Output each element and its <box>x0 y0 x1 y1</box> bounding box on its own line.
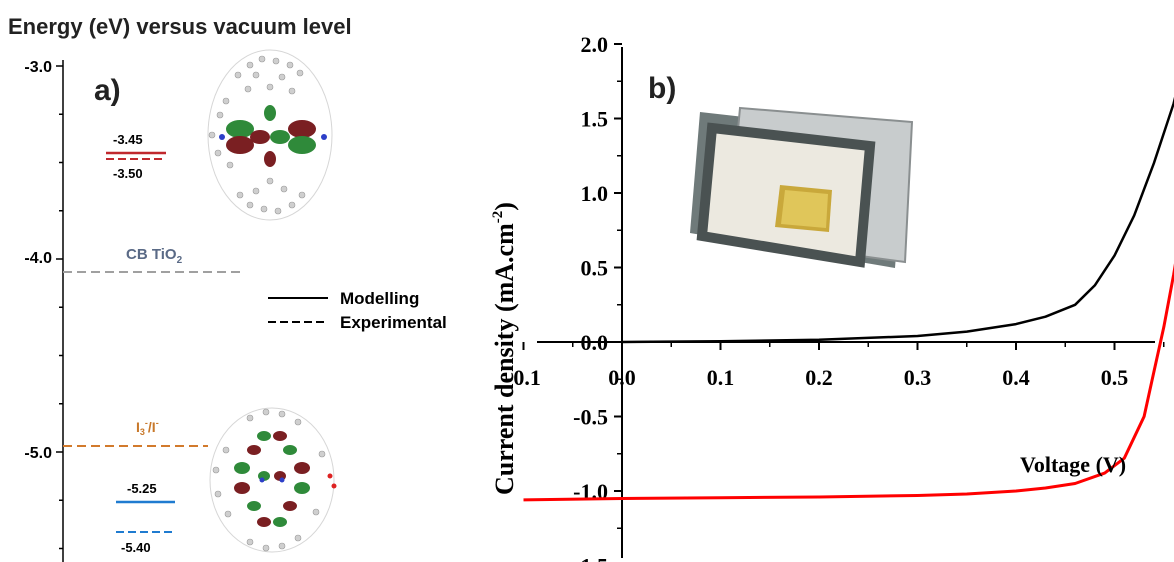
voltage-tick-label: 0.0 <box>608 365 636 390</box>
current-axis-ticks <box>614 43 622 529</box>
x-axis-title: Voltage (V) <box>1020 452 1126 477</box>
voltage-tick-label: 0.1 <box>707 365 735 390</box>
current-tick-label: 1.5 <box>581 107 609 132</box>
current-tick-labels: -1.5-1.0-0.50.00.51.01.52.0 <box>573 32 608 562</box>
current-tick-label: 1.0 <box>581 181 609 206</box>
energy-tick-label: -3.0 <box>24 59 52 76</box>
legend-experimental-label: Experimental <box>340 313 447 332</box>
current-tick-label: -0.5 <box>573 405 608 430</box>
homo-modelling-label: -5.25 <box>127 481 157 496</box>
lumo-orbital-illustration <box>207 49 333 221</box>
voltage-tick-labels: -0.10.00.10.20.30.40.50.6 <box>506 365 1129 390</box>
energy-axis-ticks <box>56 65 63 550</box>
y-axis-title: Current density (mA.cm-2) <box>490 202 519 495</box>
lumo-experimental-label: -3.50 <box>113 166 143 181</box>
current-tick-label: -1.5 <box>573 554 608 562</box>
redox-couple-label: I3-/I- <box>136 418 159 437</box>
panel-a: Energy (eV) versus vacuum level -3.0 -4.… <box>8 14 447 562</box>
light-jv-curve <box>523 263 1174 502</box>
energy-tick-label: -5.0 <box>24 445 52 462</box>
voltage-tick-label: 0.2 <box>805 365 833 390</box>
dark-jv-curve <box>621 96 1174 344</box>
panel-a-title: Energy (eV) versus vacuum level <box>8 14 352 39</box>
energy-axis-tick-labels: -3.0 -4.0 -5.0 <box>24 59 52 462</box>
device-photo <box>690 106 914 268</box>
jv-curves <box>523 96 1174 502</box>
current-tick-label: 0.5 <box>581 256 609 281</box>
homo-orbital-illustration <box>209 407 337 553</box>
homo-experimental-label: -5.40 <box>121 540 151 555</box>
voltage-tick-label: -0.1 <box>506 365 541 390</box>
lumo-modelling-label: -3.45 <box>113 132 143 147</box>
voltage-tick-label: 0.4 <box>1002 365 1030 390</box>
voltage-axis-ticks <box>522 342 1165 350</box>
legend-modelling-label: Modelling <box>340 289 419 308</box>
current-tick-label: 0.0 <box>581 330 609 355</box>
voltage-tick-label: 0.5 <box>1101 365 1129 390</box>
current-tick-label: 2.0 <box>581 32 609 57</box>
cb-tio2-label: CB TiO2 <box>126 246 183 266</box>
voltage-tick-label: 0.3 <box>904 365 932 390</box>
energy-tick-label: -4.0 <box>24 250 52 267</box>
panel-b: -0.10.00.10.20.30.40.50.6 -1.5-1.0-0.50.… <box>490 32 1174 562</box>
legend: Modelling Experimental <box>268 289 447 332</box>
panel-b-label: b) <box>648 72 676 105</box>
panel-a-label: a) <box>94 74 121 107</box>
